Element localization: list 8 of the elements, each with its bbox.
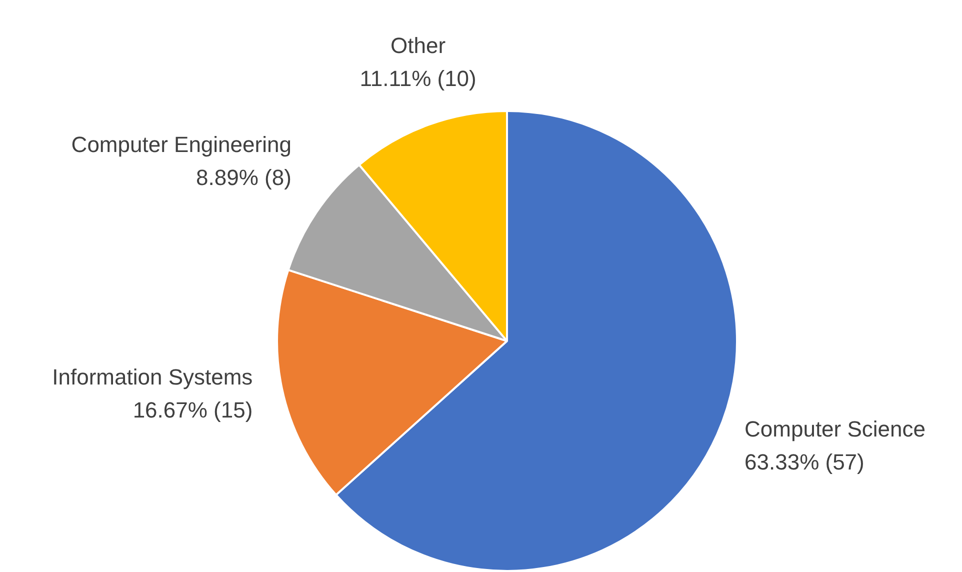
data-label: 8.89% (8) xyxy=(196,165,292,190)
slice-label: Information Systems xyxy=(52,364,253,390)
slice-label: Computer Engineering xyxy=(71,132,292,158)
data-label: 63.33% (57) xyxy=(744,449,864,474)
data-label: 16.67% (15) xyxy=(132,398,253,423)
slice-label: Other xyxy=(390,33,446,58)
data-label: 11.11% (10) xyxy=(360,66,476,92)
slice-label: Computer Science xyxy=(744,416,926,442)
